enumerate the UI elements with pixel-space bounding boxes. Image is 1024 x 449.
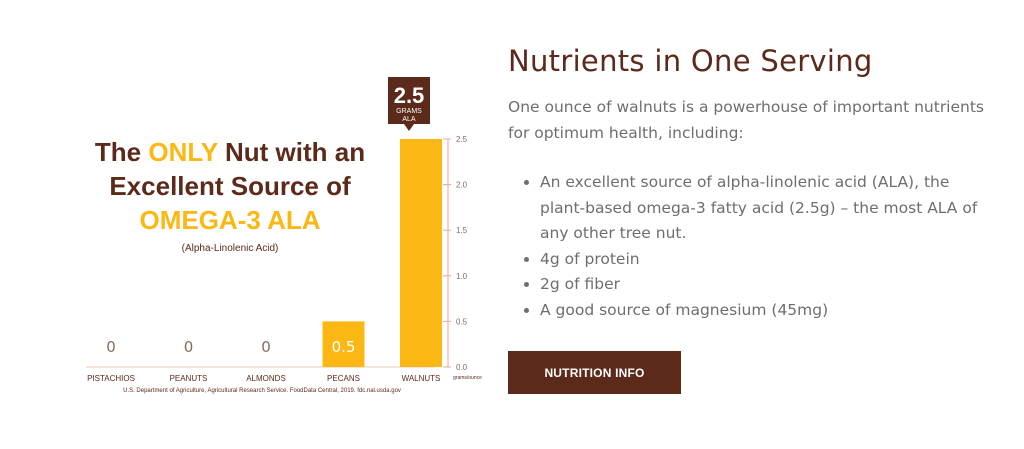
- y-axis-ticks: 0.0 0.5 1.0 1.5 2.0 2.5: [443, 135, 468, 372]
- callout-unit-ala: ALA: [402, 116, 416, 123]
- intro-text: One ounce of walnuts is a powerhouse of …: [508, 98, 985, 142]
- headline-prefix: The: [95, 137, 141, 167]
- list-item: 4g of protein: [540, 247, 988, 273]
- headline-line-3: OMEGA-3 ALA: [139, 205, 320, 235]
- callout-shape: [388, 77, 430, 131]
- walnut-callout-badge: 2.5 GRAMS ALA: [388, 77, 430, 131]
- y-axis-unit-label: grams/ounce: [453, 375, 482, 381]
- section-title: Nutrients in One Serving: [508, 44, 873, 78]
- y-tick-label: 0.5: [456, 317, 468, 326]
- headline-suffix: Nut with an: [225, 137, 365, 167]
- value-label-almonds: 0: [261, 338, 271, 356]
- nutrients-panel: Nutrients in One Serving One ounce of wa…: [508, 44, 988, 323]
- y-tick-label: 2.0: [456, 181, 468, 190]
- x-axis-labels: PISTACHIOS PEANUTS ALMONDS PECANS WALNUTS: [87, 374, 440, 383]
- bars-group: 0 0 0 0.5: [106, 139, 442, 367]
- x-tick-almonds: ALMONDS: [246, 374, 286, 383]
- subheadline: (Alpha-Linolenic Acid): [182, 243, 279, 254]
- x-tick-pistachios: PISTACHIOS: [87, 374, 135, 383]
- list-item: A good source of magnesium (45mg): [540, 298, 988, 324]
- callout-unit-grams: GRAMS: [396, 108, 422, 115]
- value-label-peanuts: 0: [184, 338, 194, 356]
- bar-pecans: [322, 321, 365, 367]
- list-item: An excellent source of alpha-linolenic a…: [540, 170, 988, 247]
- callout-value: 2.5: [394, 83, 425, 108]
- headline-line-2: Excellent Source of: [109, 171, 351, 201]
- nutrition-info-button[interactable]: NUTRITION INFO: [508, 351, 681, 394]
- y-tick-label: 0.0: [456, 363, 468, 372]
- x-tick-peanuts: PEANUTS: [170, 374, 208, 383]
- nutrient-list: An excellent source of alpha-linolenic a…: [508, 170, 988, 323]
- headline-highlight: ONLY: [148, 137, 217, 167]
- source-note: U.S. Department of Agriculture, Agricult…: [123, 388, 401, 394]
- headline-line-1: The ONLY Nut with an: [95, 137, 365, 167]
- y-tick-label: 1.0: [456, 272, 468, 281]
- value-label-pistachios: 0: [106, 338, 116, 356]
- x-tick-walnuts: WALNUTS: [402, 374, 441, 383]
- y-tick-label: 2.5: [456, 135, 468, 144]
- y-tick-label: 1.5: [456, 226, 468, 235]
- list-item: 2g of fiber: [540, 272, 988, 298]
- bar-walnuts: [400, 139, 442, 367]
- x-tick-pecans: PECANS: [327, 374, 360, 383]
- omega3-infographic: The ONLY Nut with an Excellent Source of…: [86, 77, 482, 394]
- value-label-pecans: 0.5: [332, 338, 356, 356]
